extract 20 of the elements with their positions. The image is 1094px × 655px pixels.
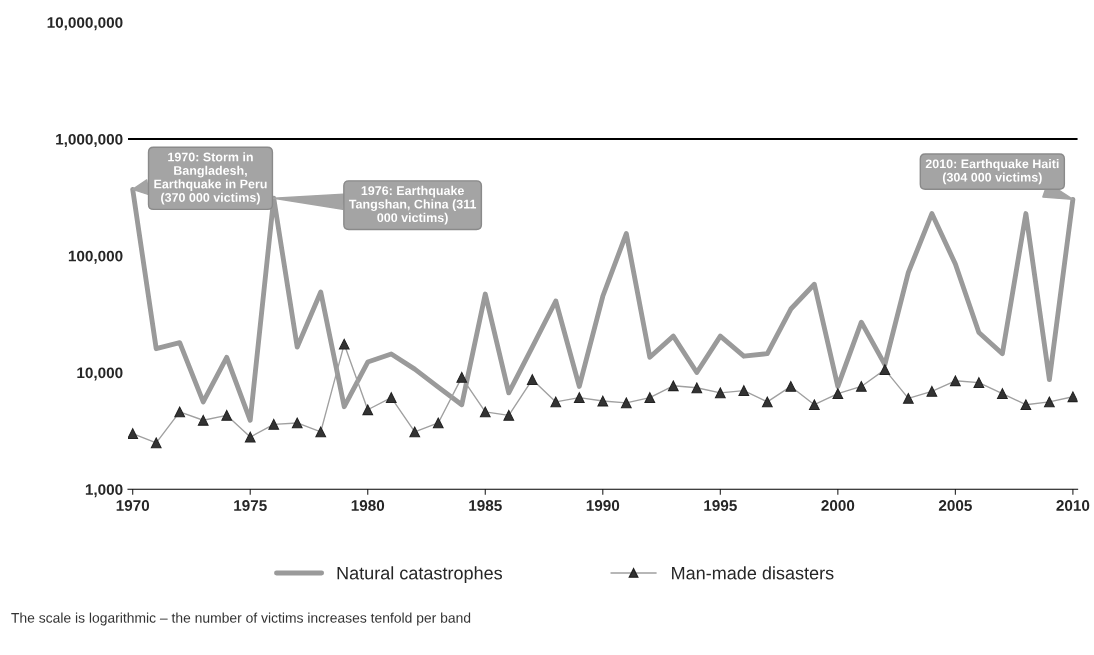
legend-label: Natural catastrophes xyxy=(337,566,503,584)
y-tick-label: 10,000 xyxy=(77,367,123,381)
y-tick-label: 1,000,000 xyxy=(56,133,123,147)
x-tick-label: 1985 xyxy=(469,500,502,511)
x-tick-label: 1990 xyxy=(586,500,620,511)
annotation: 1970: Storm in Bangladesh, Earthquake in Peru (370 000 victims) xyxy=(154,152,267,205)
x-tick-label: 1995 xyxy=(704,500,737,511)
x-tick-label: 1975 xyxy=(234,500,267,511)
legend-label: Man-made disasters xyxy=(672,566,834,580)
x-tick-label: 2005 xyxy=(938,500,972,511)
annotation: 1976: Earthquake Tangshan, China (311 000 victims) xyxy=(348,185,477,225)
y-tick-label: 1,000 xyxy=(85,484,123,498)
y-tick-label: 10,000,000 xyxy=(47,17,123,31)
x-tick-label: 2010 xyxy=(1056,500,1090,511)
x-tick-label: 1970 xyxy=(116,500,150,511)
text: The scale is logarithmic – the number of victims increases tenfold per band xyxy=(11,612,471,626)
x-tick-label: 2000 xyxy=(821,500,855,511)
x-tick-label: 1980 xyxy=(351,500,385,511)
annotation: 2010: Earthquake Haiti (304 000 victims) xyxy=(925,159,1059,185)
y-tick-label: 100,000 xyxy=(68,250,123,264)
